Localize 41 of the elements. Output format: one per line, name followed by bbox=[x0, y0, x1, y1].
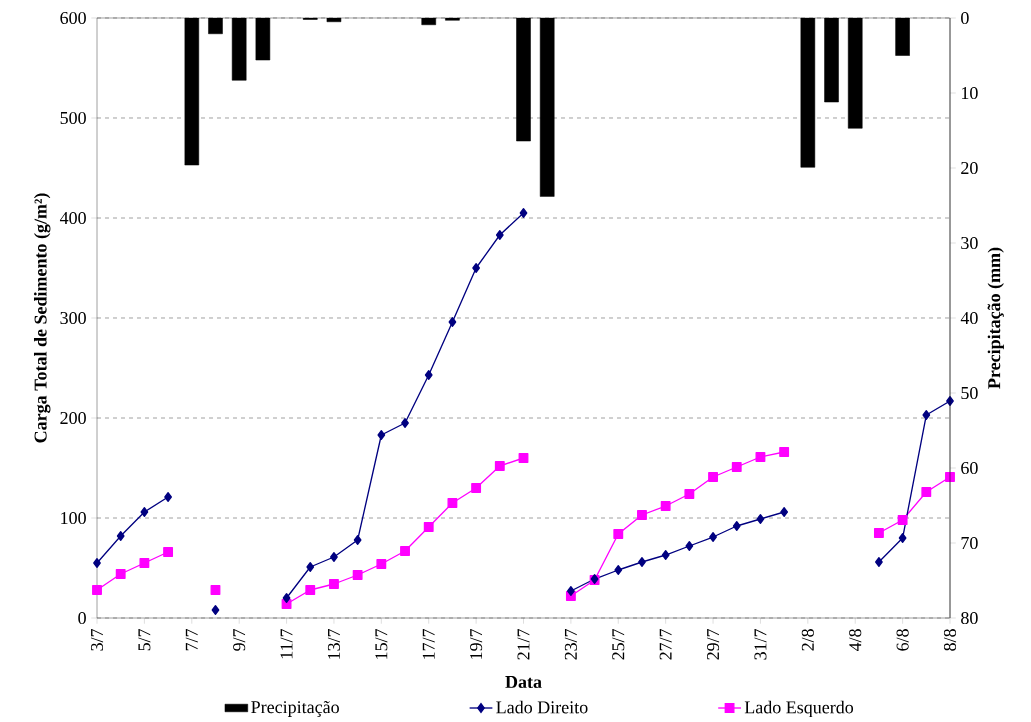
y2-tick-label: 30 bbox=[961, 236, 978, 250]
y-tick-label: 300 bbox=[60, 311, 86, 325]
x-tick-label: 19/7 bbox=[470, 628, 483, 659]
y2-tick-label: 70 bbox=[961, 536, 978, 550]
x-tick-label: 29/7 bbox=[707, 628, 720, 660]
y-axis-title: Carga Total de Sedimento (g/m²) bbox=[33, 193, 51, 443]
y2-tick-label: 60 bbox=[961, 461, 978, 475]
y-tick-label: 600 bbox=[60, 11, 86, 25]
x-tick-label: 5/7 bbox=[138, 628, 151, 651]
x-axis-title: Data bbox=[505, 676, 542, 688]
x-tick-label: 7/7 bbox=[185, 628, 198, 651]
x-tick-label: 4/8 bbox=[849, 629, 862, 652]
y2-tick-label: 50 bbox=[961, 386, 978, 400]
x-tick-label: 31/7 bbox=[754, 628, 767, 660]
legend-label: Lado Direito bbox=[496, 700, 588, 714]
x-tick-label: 6/8 bbox=[896, 629, 909, 651]
y2-axis-title: Precipitação (mm) bbox=[987, 247, 1004, 389]
x-tick-label: 11/7 bbox=[280, 628, 293, 659]
y2-tick-label: 0 bbox=[961, 11, 969, 25]
x-tick-label: 9/7 bbox=[233, 628, 246, 651]
y-tick-label: 400 bbox=[59, 211, 86, 225]
y-tick-label: 100 bbox=[61, 511, 86, 525]
legend-label: Precipitação bbox=[251, 700, 339, 717]
y2-tick-label: 10 bbox=[962, 86, 978, 100]
x-tick-label: 25/7 bbox=[612, 628, 625, 660]
y2-tick-label: 40 bbox=[960, 311, 978, 325]
y-tick-label: 0 bbox=[78, 611, 86, 625]
x-tick-label: 27/7 bbox=[659, 628, 672, 660]
x-tick-label: 13/7 bbox=[327, 628, 340, 659]
x-tick-label: 2/8 bbox=[801, 629, 814, 651]
x-tick-label: 23/7 bbox=[564, 628, 577, 660]
x-tick-label: 21/7 bbox=[517, 628, 530, 660]
x-tick-label: 3/7 bbox=[90, 628, 104, 651]
y-tick-label: 200 bbox=[60, 411, 86, 425]
y-tick-label: 500 bbox=[60, 111, 86, 125]
x-tick-label: 8/8 bbox=[943, 629, 957, 651]
legend-label: Lado Esquerdo bbox=[744, 700, 854, 718]
x-tick-label: 17/7 bbox=[422, 628, 435, 659]
x-tick-label: 15/7 bbox=[375, 628, 388, 659]
y2-tick-label: 80 bbox=[961, 611, 978, 625]
y2-tick-label: 20 bbox=[961, 161, 978, 175]
